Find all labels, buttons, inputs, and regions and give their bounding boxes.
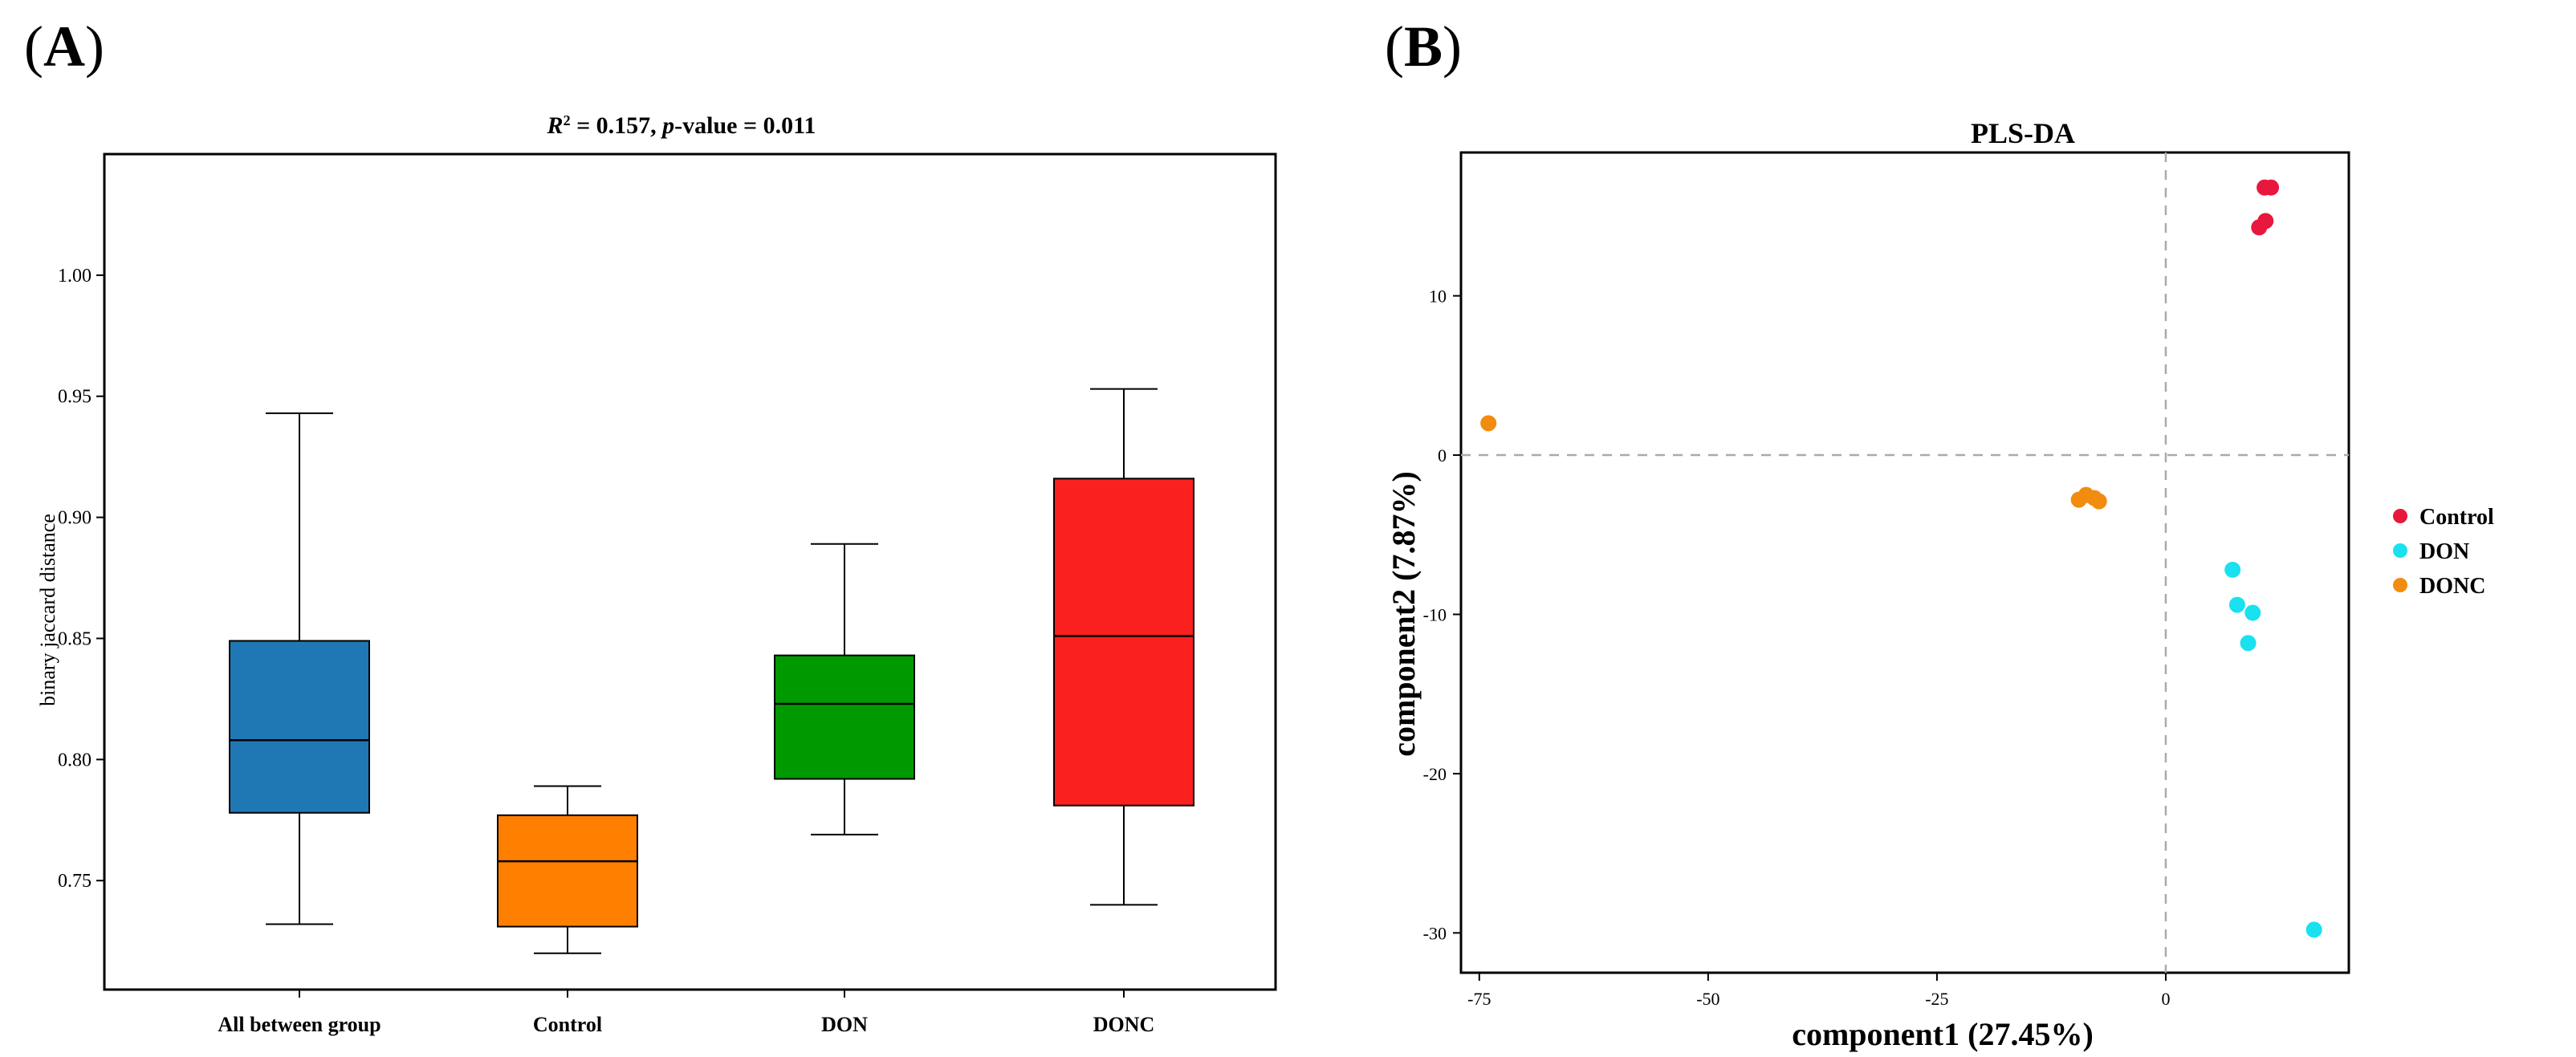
iqr-box (1053, 478, 1194, 807)
box-control (497, 785, 638, 954)
box-don (774, 543, 915, 835)
y-tick-label: 1.00 (58, 266, 92, 287)
y-tick-label: 10 (1429, 287, 1447, 307)
panel-b-label: (B) (1385, 14, 1462, 79)
category-label: Control (533, 1013, 602, 1036)
point-control (2251, 219, 2268, 236)
legend-label-control: Control (2419, 505, 2494, 530)
legend-marker-control (2393, 509, 2407, 523)
y-tick-label: 0.85 (58, 628, 92, 649)
point-don (2224, 561, 2241, 578)
x-tick-label: 0 (2161, 989, 2170, 1009)
panel-a-plot-frame (103, 152, 1277, 991)
panel-a-title: R2 = 0.157, p-value = 0.011 (547, 112, 816, 139)
category-label: DONC (1093, 1013, 1155, 1036)
point-don (2240, 635, 2257, 652)
panel-a-y-ticks: 0.75 0.80 0.85 0.90 0.95 1.00 (58, 266, 104, 892)
panel-b-plot-frame (1459, 151, 2350, 974)
category-label: All between group (218, 1013, 380, 1036)
panel-a-boxes (229, 388, 1194, 954)
panel-b-zero-lines (1461, 152, 2349, 973)
point-donc (2090, 493, 2107, 510)
iqr-box (497, 814, 638, 928)
series-don (2224, 561, 2322, 938)
legend-label-don: DON (2419, 539, 2469, 564)
panel-a-ylabel: binary jaccard distance (36, 514, 59, 706)
y-tick-label: 0.90 (58, 508, 92, 529)
panel-b-ticks: -75 -50 -25 0 10 0 -10 -20 -30 (1423, 287, 2171, 1009)
y-tick-label: 0.75 (58, 871, 92, 892)
y-tick-label: 0.80 (58, 750, 92, 770)
legend-label-donc: DONC (2419, 574, 2485, 599)
box-all-between-group (229, 412, 370, 925)
panel-b-points (1480, 179, 2322, 938)
panel-b-scatter: PLS-DA component2 (7.87%) component1 (27… (1386, 117, 2494, 1052)
series-control (2251, 179, 2280, 236)
panel-b-title: PLS-DA (1971, 117, 2075, 149)
point-don (2228, 596, 2245, 613)
iqr-box (229, 640, 370, 814)
legend-marker-donc (2393, 578, 2407, 592)
panel-b-xlabel: component1 (27.45%) (1792, 1016, 2094, 1052)
x-tick-label: -75 (1467, 989, 1491, 1009)
point-donc (1480, 415, 1497, 432)
y-tick-label: -20 (1423, 764, 1447, 784)
legend-marker-don (2393, 543, 2407, 558)
series-donc (1480, 415, 2107, 510)
point-don (2305, 921, 2322, 938)
y-tick-label: -10 (1423, 604, 1447, 624)
panel-a-label: (A) (24, 14, 104, 79)
panel-b-legend: Control DON DONC (2393, 505, 2494, 599)
box-donc (1053, 388, 1194, 906)
point-control (2257, 179, 2273, 196)
category-label: DON (821, 1013, 868, 1036)
y-tick-label: 0 (1438, 445, 1447, 465)
y-tick-label: -30 (1423, 923, 1447, 943)
panel-a-category-labels: All between group Control DON DONC (218, 990, 1154, 1036)
x-tick-label: -25 (1925, 989, 1948, 1009)
x-tick-label: -50 (1696, 989, 1719, 1009)
y-tick-label: 0.95 (58, 387, 92, 408)
panel-b-ylabel: component2 (7.87%) (1386, 471, 1422, 757)
panel-a-boxplot: R2 = 0.157, p-value = 0.011 binary jacca… (36, 112, 1277, 1036)
iqr-box (774, 654, 915, 780)
point-don (2244, 604, 2261, 621)
